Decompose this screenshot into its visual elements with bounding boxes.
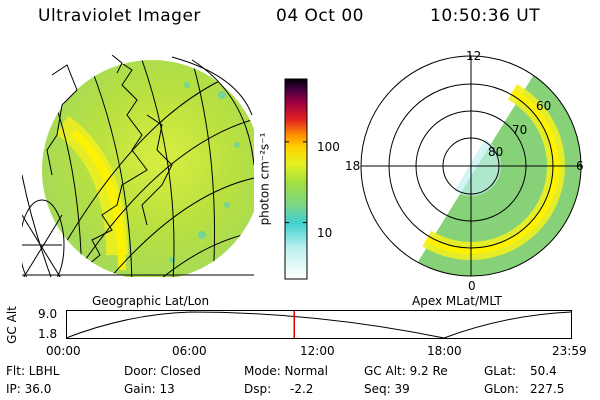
observation-date: 04 Oct 00 (276, 6, 364, 26)
info-dsp-value: -2.2 (290, 382, 314, 396)
mlat-label-70: 70 (512, 123, 527, 137)
mlt-label-18: 18 (345, 159, 360, 173)
polar-image-panel: 12 18 6 0 60 70 80 (345, 49, 584, 293)
info-door: Door: Closed (124, 364, 201, 378)
info-glon-label: GLon: (484, 382, 519, 396)
info-filter: Flt: LBHL (6, 364, 60, 378)
info-glat-value: 50.4 (530, 364, 557, 378)
mlt-label-12: 12 (466, 49, 481, 63)
mlat-label-80: 80 (488, 145, 503, 159)
colorbar-unit-label: photon cm⁻²s⁻¹ (257, 132, 272, 226)
colorbar-tick-100: 100 (317, 140, 340, 154)
info-glon-value: 227.5 (530, 382, 565, 396)
info-gain: Gain: 13 (124, 382, 175, 396)
info-mode: Mode: Normal (244, 364, 328, 378)
timeline-xtick-1200: 12:00 (300, 344, 335, 358)
timeline-ylabel: GC Alt (5, 306, 19, 344)
timeline-xtick-1800: 18:00 (427, 344, 462, 358)
mlat-label-60: 60 (536, 99, 551, 113)
timeline-xtick-0000: 00:00 (46, 344, 81, 358)
apex-caption: Apex MLat/MLT (412, 294, 502, 308)
mlt-label-0: 0 (468, 279, 476, 293)
geographic-image-panel (22, 55, 254, 277)
color-scale-bar (284, 78, 308, 280)
timeline-xtick-2359: 23:59 (552, 344, 587, 358)
mlt-label-6: 6 (576, 159, 584, 173)
info-gc-alt: GC Alt: 9.2 Re (364, 364, 448, 378)
info-glat-label: GLat: (484, 364, 517, 378)
colorbar-tick-10: 10 (317, 226, 333, 240)
instrument-title: Ultraviolet Imager (38, 6, 201, 26)
timeline-ytick-bottom: 1.8 (38, 327, 58, 341)
timeline-xtick-0600: 06:00 (172, 344, 207, 358)
orbit-altitude-timeline (66, 310, 572, 339)
info-ip: IP: 36.0 (6, 382, 52, 396)
info-dsp-label: Dsp: (244, 382, 272, 396)
info-seq: Seq: 39 (364, 382, 410, 396)
geographic-caption: Geographic Lat/Lon (92, 294, 210, 308)
timeline-ytick-top: 9.0 (38, 307, 58, 321)
observation-time: 10:50:36 UT (430, 6, 541, 26)
